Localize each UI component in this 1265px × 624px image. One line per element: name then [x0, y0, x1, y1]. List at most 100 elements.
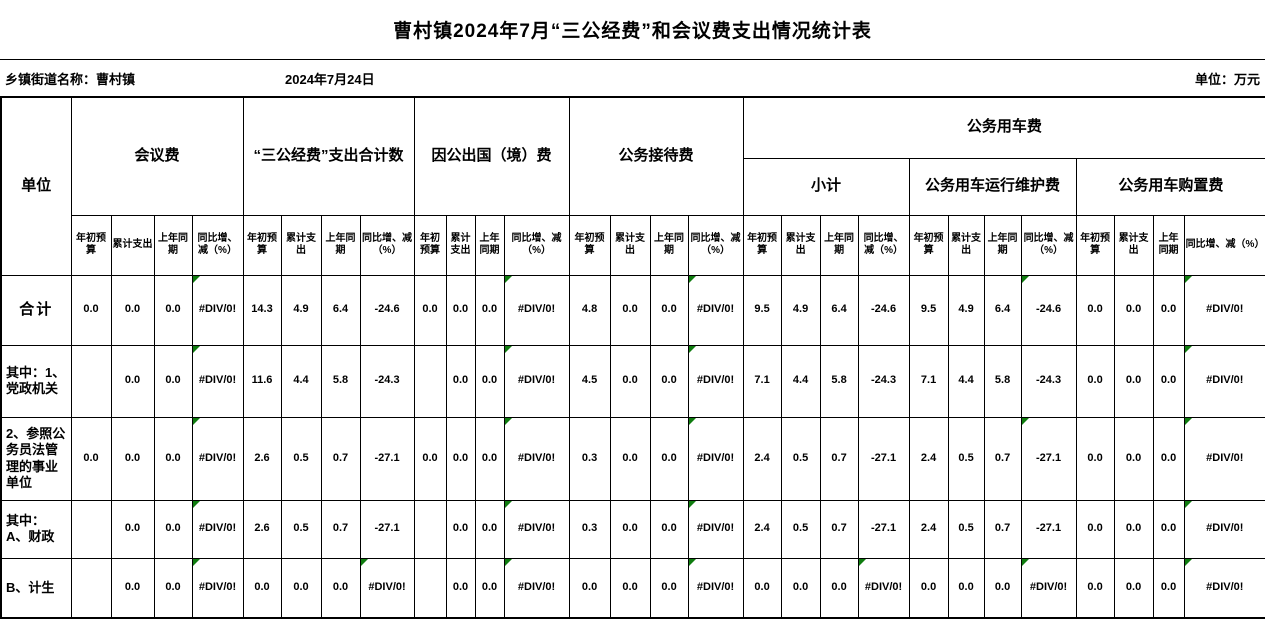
data-cell[interactable]: 0.0 — [568, 557, 611, 619]
group-header-official-vehicle-fee[interactable]: 公务用车费 — [742, 96, 1265, 159]
data-cell[interactable]: 0.0 — [1113, 416, 1154, 501]
data-cell[interactable]: 0.0 — [153, 274, 193, 346]
data-cell[interactable]: 0.0 — [1075, 344, 1115, 418]
data-cell[interactable]: 0.0 — [1113, 274, 1154, 346]
data-cell[interactable] — [70, 499, 112, 559]
data-cell[interactable]: 0.0 — [445, 416, 476, 501]
data-cell[interactable]: 0.0 — [609, 274, 651, 346]
data-cell[interactable]: 0.0 — [1075, 499, 1115, 559]
data-cell[interactable]: 7.1 — [908, 344, 949, 418]
data-cell[interactable] — [70, 557, 112, 619]
data-cell[interactable]: 0.0 — [609, 416, 651, 501]
data-cell[interactable]: -24.6 — [359, 274, 415, 346]
subcol-header[interactable]: 同比增、减（%） — [857, 214, 910, 276]
data-cell[interactable]: 0.3 — [568, 416, 611, 501]
data-cell[interactable]: #DIV/0! — [191, 499, 244, 559]
subgroup-header-vehicle-maintenance[interactable]: 公务用车运行维护费 — [908, 157, 1077, 216]
data-cell[interactable]: 2.4 — [742, 499, 782, 559]
data-cell[interactable]: #DIV/0! — [1183, 416, 1265, 501]
subcol-header[interactable]: 同比增、减（%） — [191, 214, 244, 276]
data-cell[interactable]: 0.5 — [280, 416, 322, 501]
data-cell[interactable]: 0.0 — [445, 344, 476, 418]
data-cell[interactable]: 0.0 — [1113, 344, 1154, 418]
data-cell[interactable]: 0.0 — [1152, 416, 1185, 501]
data-cell[interactable]: 4.5 — [568, 344, 611, 418]
data-cell[interactable]: 4.9 — [780, 274, 821, 346]
group-header-overseas-trip-fee[interactable]: 因公出国（境）费 — [413, 96, 570, 216]
data-cell[interactable]: 0.0 — [153, 557, 193, 619]
data-cell[interactable]: 0.5 — [947, 416, 985, 501]
data-cell[interactable]: 0.0 — [110, 344, 155, 418]
data-cell[interactable]: 0.0 — [819, 557, 859, 619]
data-cell[interactable]: 0.0 — [280, 557, 322, 619]
data-cell[interactable]: #DIV/0! — [1183, 499, 1265, 559]
data-cell[interactable]: 0.0 — [649, 344, 689, 418]
data-cell[interactable]: #DIV/0! — [1020, 557, 1077, 619]
subcol-header[interactable]: 上年同期 — [1152, 214, 1185, 276]
subcol-header[interactable]: 累计支出 — [609, 214, 651, 276]
data-cell[interactable]: 0.0 — [445, 274, 476, 346]
row-label[interactable]: 其中：1、党政机关 — [0, 344, 72, 418]
data-cell[interactable]: -27.1 — [1020, 416, 1077, 501]
data-cell[interactable]: 0.0 — [413, 416, 447, 501]
data-cell[interactable]: 0.0 — [70, 274, 112, 346]
row-label[interactable]: 其中：A、财政 — [0, 499, 72, 559]
subcol-header[interactable]: 累计支出 — [280, 214, 322, 276]
subcol-header[interactable]: 累计支出 — [1113, 214, 1154, 276]
group-header-official-reception-fee[interactable]: 公务接待费 — [568, 96, 744, 216]
subcol-header[interactable]: 年初预算 — [70, 214, 112, 276]
data-cell[interactable]: #DIV/0! — [503, 499, 570, 559]
data-cell[interactable]: 0.0 — [649, 499, 689, 559]
data-cell[interactable]: 2.4 — [908, 499, 949, 559]
data-cell[interactable]: 0.0 — [1075, 274, 1115, 346]
data-cell[interactable]: 0.0 — [1113, 499, 1154, 559]
subcol-header[interactable]: 同比增、减（%） — [1183, 214, 1265, 276]
subcol-header[interactable]: 同比增、减（%） — [1020, 214, 1077, 276]
subcol-header[interactable]: 累计支出 — [780, 214, 821, 276]
data-cell[interactable]: 0.3 — [568, 499, 611, 559]
data-cell[interactable]: #DIV/0! — [503, 274, 570, 346]
data-cell[interactable]: 4.9 — [947, 274, 985, 346]
data-cell[interactable]: #DIV/0! — [503, 416, 570, 501]
data-cell[interactable]: #DIV/0! — [1183, 557, 1265, 619]
subcol-header[interactable]: 累计支出 — [110, 214, 155, 276]
data-cell[interactable]: 0.0 — [780, 557, 821, 619]
data-cell[interactable]: 4.4 — [280, 344, 322, 418]
data-cell[interactable]: -27.1 — [359, 416, 415, 501]
subcol-header[interactable]: 年初预算 — [242, 214, 282, 276]
row-label[interactable]: 合计 — [0, 274, 72, 346]
subcol-header[interactable]: 年初预算 — [908, 214, 949, 276]
data-cell[interactable]: 6.4 — [819, 274, 859, 346]
data-cell[interactable]: 5.8 — [983, 344, 1022, 418]
data-cell[interactable]: 9.5 — [742, 274, 782, 346]
data-cell[interactable]: 6.4 — [983, 274, 1022, 346]
data-cell[interactable]: 0.0 — [1152, 344, 1185, 418]
data-cell[interactable]: 4.9 — [280, 274, 322, 346]
data-cell[interactable]: #DIV/0! — [687, 416, 744, 501]
subcol-header[interactable]: 上年同期 — [983, 214, 1022, 276]
data-cell[interactable]: #DIV/0! — [359, 557, 415, 619]
data-cell[interactable]: 0.7 — [983, 499, 1022, 559]
data-cell[interactable]: 2.6 — [242, 416, 282, 501]
data-cell[interactable]: 0.0 — [242, 557, 282, 619]
subcol-header[interactable]: 年初预算 — [568, 214, 611, 276]
data-cell[interactable]: 0.0 — [474, 499, 505, 559]
data-cell[interactable]: -27.1 — [1020, 499, 1077, 559]
data-cell[interactable]: 0.7 — [320, 499, 361, 559]
data-cell[interactable]: 6.4 — [320, 274, 361, 346]
data-cell[interactable]: 4.4 — [947, 344, 985, 418]
subgroup-header-vehicle-subtotal[interactable]: 小计 — [742, 157, 910, 216]
data-cell[interactable]: 0.7 — [983, 416, 1022, 501]
data-cell[interactable]: #DIV/0! — [191, 274, 244, 346]
data-cell[interactable]: 0.0 — [474, 416, 505, 501]
data-cell[interactable]: #DIV/0! — [687, 499, 744, 559]
data-cell[interactable]: 0.0 — [70, 416, 112, 501]
data-cell[interactable]: 0.0 — [445, 557, 476, 619]
data-cell[interactable]: 0.0 — [110, 499, 155, 559]
data-cell[interactable]: 2.4 — [908, 416, 949, 501]
subcol-header[interactable]: 同比增、减（%） — [687, 214, 744, 276]
row-label[interactable]: 2、参照公务员法管理的事业单位 — [0, 416, 72, 501]
data-cell[interactable]: #DIV/0! — [503, 557, 570, 619]
data-cell[interactable]: 0.0 — [110, 557, 155, 619]
data-cell[interactable]: 0.0 — [1152, 499, 1185, 559]
